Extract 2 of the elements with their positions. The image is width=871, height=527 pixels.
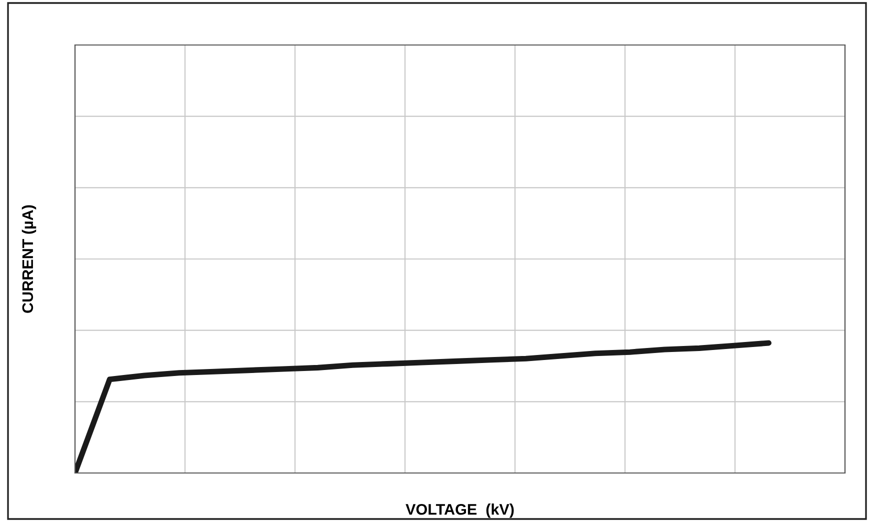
x-axis-title: VOLTAGE (kV): [406, 504, 514, 518]
y-axis-title: CURRENT (µA): [22, 205, 36, 313]
